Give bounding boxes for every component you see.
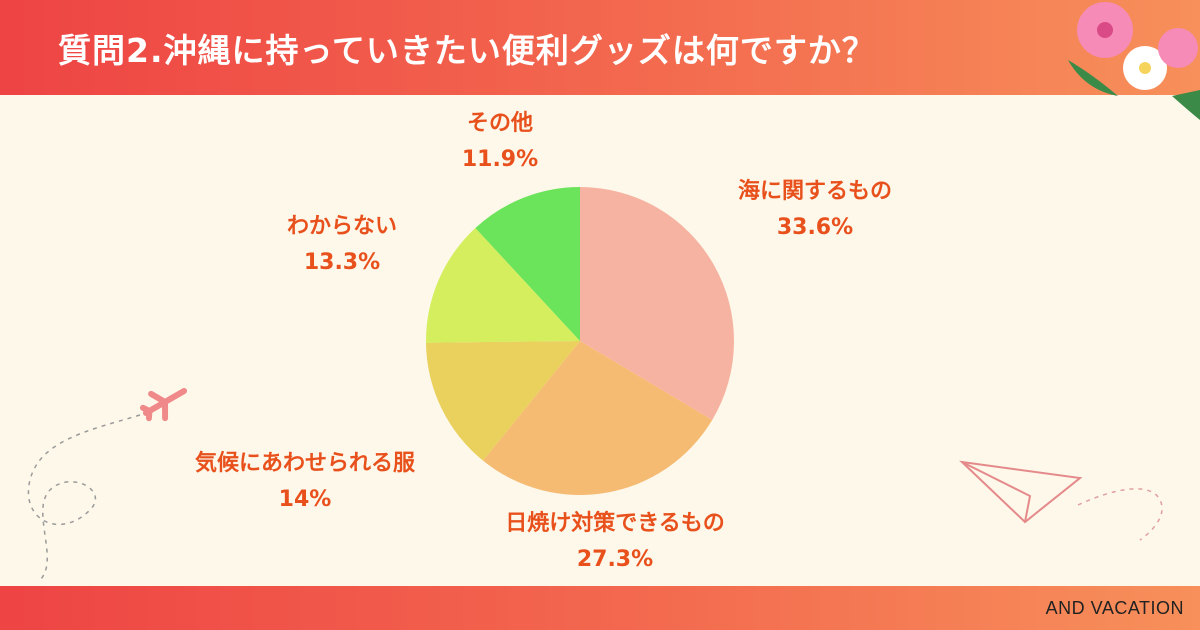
slice-value-5: 11.9% (462, 147, 538, 172)
pie-slice-3 (426, 341, 580, 461)
slice-label-3: 気候にあわせられる服 (195, 450, 416, 476)
pie-slice-4 (426, 228, 580, 343)
slice-value-3: 14% (279, 487, 332, 512)
slice-label-1: 海に関するもの (738, 178, 892, 204)
pie-slice-2 (483, 341, 713, 496)
pie-slice-5 (475, 187, 580, 341)
slice-label-4: わからない (287, 214, 397, 239)
slice-value-2: 27.3% (577, 547, 653, 572)
brand-name: AND VACATION (1045, 598, 1184, 618)
paper-plane-icon (959, 460, 1163, 541)
airplane-icon (139, 388, 188, 422)
hibiscus-flower-icon (1068, 2, 1200, 120)
dashed-flight-path (27, 414, 141, 581)
pie-slice-1 (580, 187, 735, 420)
slice-value-1: 33.6% (777, 215, 853, 240)
slice-value-4: 13.3% (304, 250, 380, 275)
footer-banner (0, 586, 1200, 630)
slice-label-2: 日焼け対策できるもの (505, 510, 725, 536)
page-title: 質問2.沖縄に持っていきたい便利グッズは何ですか？ (58, 31, 876, 70)
slice-label-5: その他 (467, 111, 533, 136)
header-banner (0, 0, 1200, 95)
